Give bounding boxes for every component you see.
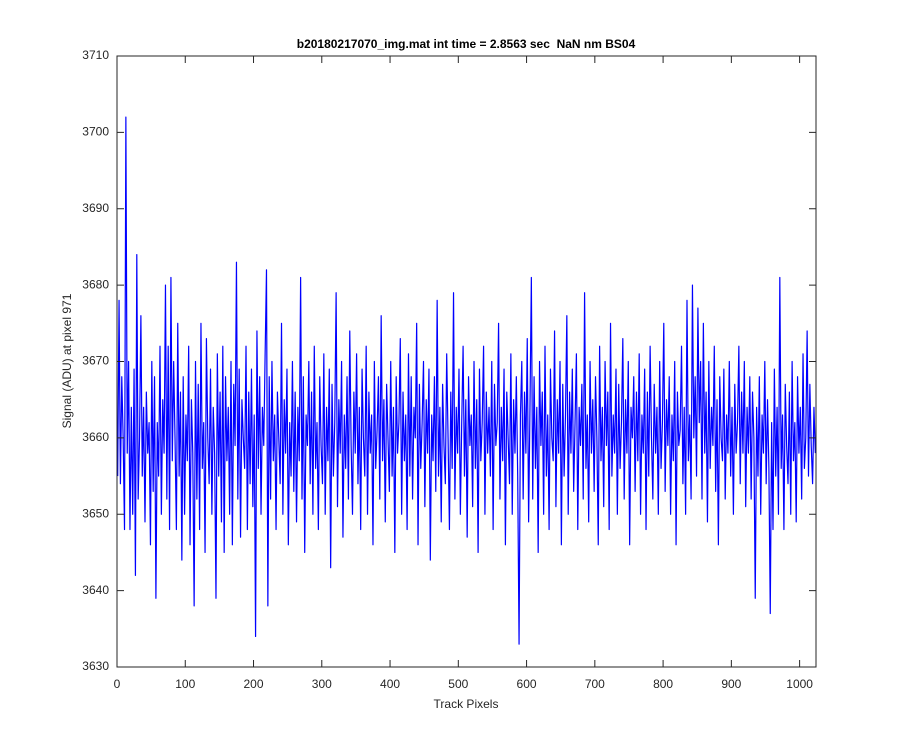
y-tick-label: 3640 <box>82 583 109 597</box>
x-tick-label: 0 <box>114 677 121 691</box>
x-tick-label: 100 <box>175 677 195 691</box>
chart-title: b20180217070_img.mat int time = 2.8563 s… <box>297 37 636 51</box>
y-tick-label: 3630 <box>82 659 109 673</box>
y-tick-label: 3700 <box>82 125 109 139</box>
y-tick-label: 3660 <box>82 430 109 444</box>
x-tick-label: 700 <box>585 677 605 691</box>
x-tick-label: 600 <box>517 677 537 691</box>
x-tick-label: 400 <box>380 677 400 691</box>
x-axis-label: Track Pixels <box>434 697 499 711</box>
y-tick-label: 3690 <box>82 201 109 215</box>
y-tick-label: 3680 <box>82 277 109 291</box>
data-line <box>117 116 816 645</box>
plot-area <box>117 56 816 667</box>
x-tick-label: 500 <box>448 677 468 691</box>
x-tick-label: 900 <box>721 677 741 691</box>
y-axis-label: Signal (ADU) at pixel 971 <box>60 293 74 428</box>
x-tick-label: 800 <box>653 677 673 691</box>
x-tick-label: 300 <box>312 677 332 691</box>
y-tick-label: 3650 <box>82 506 109 520</box>
y-tick-label: 3710 <box>82 48 109 62</box>
y-tick-label: 3670 <box>82 354 109 368</box>
x-tick-label: 200 <box>244 677 264 691</box>
x-tick-label: 1000 <box>786 677 813 691</box>
